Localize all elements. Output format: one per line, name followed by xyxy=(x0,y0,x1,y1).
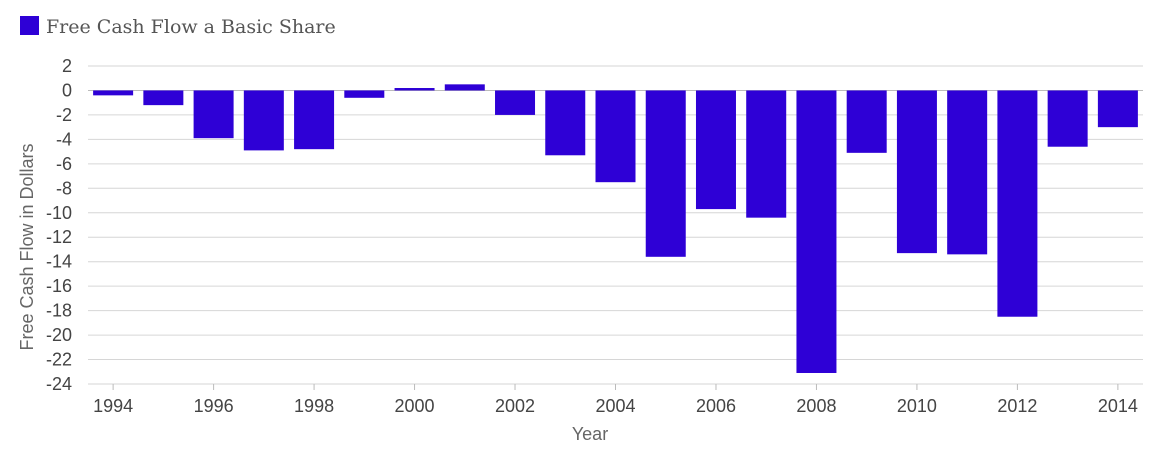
bar-2002 xyxy=(495,90,536,115)
bar-2008 xyxy=(796,90,837,373)
x-axis-label: Year xyxy=(572,424,608,444)
legend-swatch xyxy=(20,16,39,35)
x-tick-label: 2008 xyxy=(796,396,836,416)
y-tick-label: -20 xyxy=(46,325,72,345)
y-tick-label: 2 xyxy=(62,56,72,76)
bar-2012 xyxy=(997,90,1038,317)
y-tick-label: -14 xyxy=(46,252,72,272)
bar-2013 xyxy=(1047,90,1088,147)
bar-2009 xyxy=(846,90,887,153)
bar-2004 xyxy=(595,90,636,183)
x-tick-label: 2012 xyxy=(997,396,1037,416)
y-tick-label: -22 xyxy=(46,350,72,370)
y-axis-label: Free Cash Flow in Dollars xyxy=(17,143,37,350)
x-tick-label: 1998 xyxy=(294,396,334,416)
legend: Free Cash Flow a Basic Share xyxy=(20,16,336,38)
bar-2005 xyxy=(645,90,686,257)
y-tick-label: -6 xyxy=(56,154,72,174)
bar-2014 xyxy=(1097,90,1138,128)
y-tick-label: -16 xyxy=(46,276,72,296)
x-tick-label: 1994 xyxy=(93,396,133,416)
bar-2001 xyxy=(444,84,485,91)
x-axis-ticks: 1994 1996 1998 2000 2002 2004 2006 2008 2010 2012… xyxy=(93,384,1138,416)
x-tick-label: 2006 xyxy=(696,396,736,416)
y-tick-label: -10 xyxy=(46,203,72,223)
bar-2003 xyxy=(545,90,586,156)
y-tick-label: -2 xyxy=(56,105,72,125)
y-tick-label: -4 xyxy=(56,129,72,149)
bar-1996 xyxy=(193,90,234,139)
bar-1999 xyxy=(344,90,385,98)
x-tick-label: 2000 xyxy=(395,396,435,416)
bar-2000 xyxy=(394,88,435,91)
y-tick-label: 0 xyxy=(62,80,72,100)
bar-1995 xyxy=(143,90,184,106)
y-tick-label: -24 xyxy=(46,374,72,394)
y-axis-ticks: 2 0 -2 -4 -6 -8 -10 -12 -14 -16 -18 -20 -22 -24 xyxy=(46,56,72,394)
x-tick-label: 2010 xyxy=(897,396,937,416)
y-tick-label: -12 xyxy=(46,227,72,247)
legend-label: Free Cash Flow a Basic Share xyxy=(46,16,336,38)
bar-2007 xyxy=(746,90,787,218)
bar-2010 xyxy=(896,90,937,254)
bar-1994 xyxy=(93,90,134,96)
x-tick-label: 2004 xyxy=(595,396,635,416)
bar-2006 xyxy=(695,90,736,210)
x-tick-label: 2002 xyxy=(495,396,535,416)
y-tick-label: -8 xyxy=(56,178,72,198)
bar-2011 xyxy=(947,90,988,255)
y-tick-label: -18 xyxy=(46,301,72,321)
bars xyxy=(93,84,1138,373)
x-tick-label: 1996 xyxy=(194,396,234,416)
bar-1997 xyxy=(243,90,284,151)
x-tick-label: 2014 xyxy=(1098,396,1138,416)
bar-1998 xyxy=(294,90,335,150)
